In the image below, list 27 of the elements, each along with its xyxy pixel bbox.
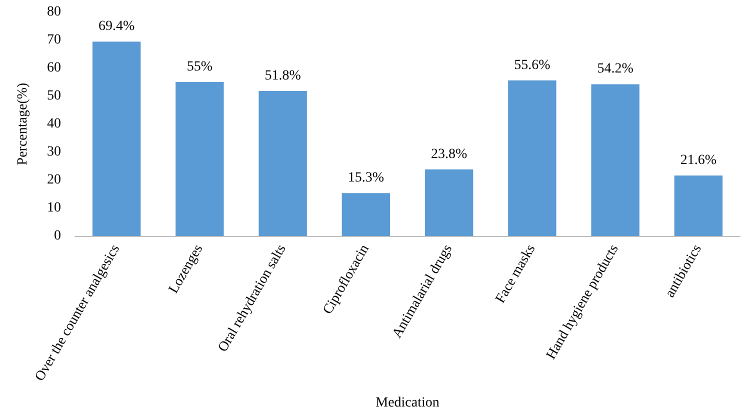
x-axis-title: Medication: [376, 396, 440, 410]
y-tick-label: 0: [54, 228, 61, 244]
bar: [176, 82, 224, 236]
y-tick-label: 30: [47, 144, 61, 160]
data-label: 15.3%: [348, 170, 384, 186]
data-label: 54.2%: [597, 62, 634, 77]
bar: [342, 193, 390, 236]
y-tick-label: 40: [47, 116, 61, 132]
y-tick-label: 80: [47, 4, 61, 20]
bar: [92, 42, 141, 236]
bar: [258, 90, 307, 236]
y-tick-label: 10: [47, 200, 61, 216]
bar: [674, 176, 723, 236]
data-label: 55.6%: [514, 58, 551, 73]
data-label: 21.6%: [680, 153, 717, 168]
y-tick-label: 20: [47, 172, 61, 188]
y-tick-label: 50: [47, 88, 61, 104]
bar: [424, 169, 474, 236]
data-label: 55%: [186, 60, 213, 74]
data-label: 23.8%: [430, 146, 468, 162]
bar: [591, 84, 640, 236]
data-label: 69.4%: [98, 19, 135, 34]
data-label: 51.8%: [264, 68, 302, 84]
bar: [508, 80, 556, 236]
y-tick-label: 60: [47, 60, 61, 76]
y-axis-title: Percentage(%): [16, 82, 30, 166]
y-tick-label: 70: [47, 32, 61, 48]
